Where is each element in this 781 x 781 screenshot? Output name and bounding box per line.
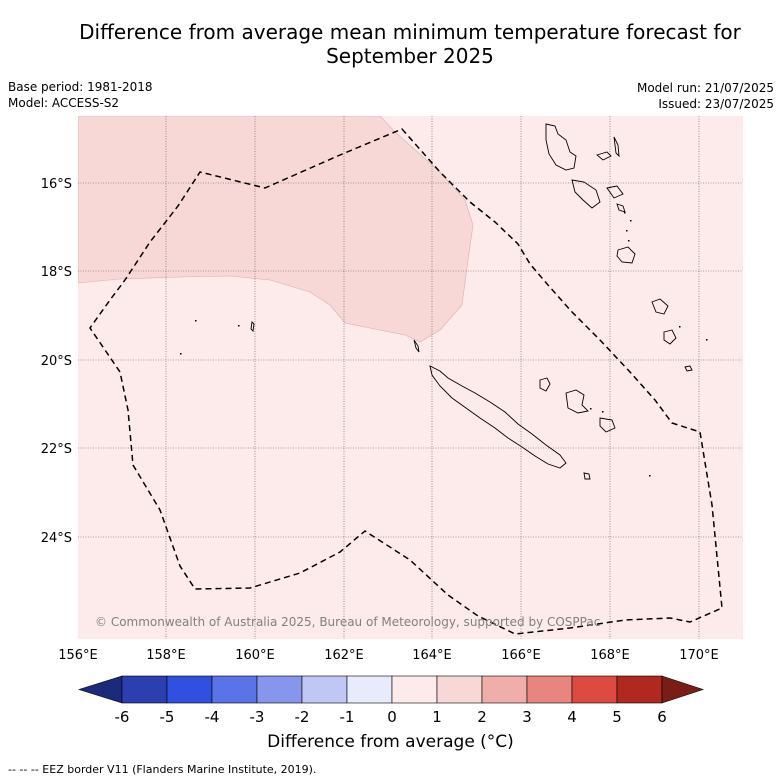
colorbar-tick-label: -4 bbox=[205, 708, 220, 726]
lat-tick-24s: 24°S bbox=[41, 531, 72, 546]
colorbar bbox=[77, 675, 704, 704]
colorbar-tick-label: 5 bbox=[612, 708, 622, 726]
model-run-date: Model run: 21/07/2025 bbox=[636, 81, 774, 95]
colorbar-tick-label: -5 bbox=[160, 708, 175, 726]
colorbar-segment bbox=[481, 675, 528, 704]
efate-island bbox=[616, 246, 636, 264]
colorbar-segment bbox=[616, 675, 663, 704]
isle-of-pines bbox=[583, 472, 591, 480]
colorbar-segment bbox=[301, 675, 348, 704]
eez-border-line bbox=[89, 128, 723, 635]
lifou-island bbox=[565, 389, 589, 414]
mare-island bbox=[599, 417, 616, 433]
belep-islet bbox=[413, 339, 420, 353]
colorbar-segment bbox=[391, 675, 438, 704]
lat-tick-22s: 22°S bbox=[41, 442, 72, 457]
lon-tick-162e: 162°E bbox=[324, 648, 364, 663]
colorbar-tick-label: 1 bbox=[432, 708, 442, 726]
ouvea-island bbox=[539, 377, 551, 392]
colorbar-tick-labels: -6 -5 -4 -3 -2 -1 0 1 2 3 4 5 6 bbox=[115, 708, 667, 726]
map-title-line1: Difference from average mean minimum tem… bbox=[79, 20, 741, 44]
colorbar-segment bbox=[436, 675, 483, 704]
graticule bbox=[78, 116, 743, 639]
chesterfield-islet bbox=[250, 321, 255, 332]
maewo-island bbox=[613, 136, 620, 158]
espiritu-santo-island bbox=[545, 123, 577, 171]
colorbar-segment bbox=[211, 675, 258, 704]
new-caledonia-island bbox=[429, 365, 567, 469]
lon-tick-158e: 158°E bbox=[146, 648, 186, 663]
colorbar-tick-label: 0 bbox=[387, 708, 397, 726]
colorbar-tick-label: 3 bbox=[522, 708, 532, 726]
base-period: Base period: 1981-2018 bbox=[8, 80, 153, 94]
aneityum-island bbox=[663, 329, 677, 345]
colorbar-tick-label: 4 bbox=[567, 708, 577, 726]
colorbar-segment bbox=[166, 675, 213, 704]
small-islets bbox=[180, 212, 708, 477]
colorbar-segment bbox=[121, 675, 168, 704]
colorbar-extension-high bbox=[661, 675, 704, 704]
issued-date: Issued: 23/07/2025 bbox=[658, 97, 774, 111]
map-title-line2: September 2025 bbox=[326, 44, 494, 68]
malakula-island bbox=[571, 179, 601, 209]
lon-tick-166e: 166°E bbox=[501, 648, 541, 663]
tanna-island bbox=[651, 298, 669, 315]
colorbar-segment bbox=[256, 675, 303, 704]
lat-tick-20s: 20°S bbox=[41, 354, 72, 369]
model-name: Model: ACCESS-S2 bbox=[8, 96, 120, 110]
ambae-island bbox=[596, 151, 612, 161]
colorbar-segment bbox=[571, 675, 618, 704]
latitude-tick-labels: 16°S 18°S 20°S 22°S 24°S bbox=[41, 177, 72, 546]
eez-legend-note: -- -- -- EEZ border V11 (Flanders Marine… bbox=[8, 763, 317, 776]
colorbar-tick-label: -2 bbox=[295, 708, 310, 726]
colorbar-tick-label: 6 bbox=[657, 708, 667, 726]
coastlines bbox=[250, 123, 693, 480]
colorbar-tick-label: -3 bbox=[250, 708, 265, 726]
colorbar-segment bbox=[346, 675, 393, 704]
colorbar-tick-label: -1 bbox=[340, 708, 355, 726]
pentecost-island bbox=[606, 185, 624, 199]
colorbar-extension-low bbox=[77, 675, 123, 704]
copyright-notice: © Commonwealth of Australia 2025, Bureau… bbox=[95, 615, 600, 629]
colorbar-tick-label: 2 bbox=[477, 708, 487, 726]
matthew-islet bbox=[684, 365, 693, 372]
lat-tick-16s: 16°S bbox=[41, 177, 72, 192]
anomaly-zone-1-to-2 bbox=[78, 116, 474, 343]
lon-tick-168e: 168°E bbox=[590, 648, 630, 663]
lon-tick-156e: 156°E bbox=[58, 648, 98, 663]
lon-tick-160e: 160°E bbox=[235, 648, 275, 663]
lon-tick-170e: 170°E bbox=[679, 648, 719, 663]
lat-tick-18s: 18°S bbox=[41, 265, 72, 280]
colorbar-title: Difference from average (°C) bbox=[267, 732, 514, 752]
lon-tick-164e: 164°E bbox=[412, 648, 452, 663]
colorbar-segment bbox=[526, 675, 573, 704]
colorbar-tick-label: -6 bbox=[115, 708, 130, 726]
longitude-tick-labels: 156°E 158°E 160°E 162°E 164°E 166°E 168°… bbox=[58, 648, 719, 663]
